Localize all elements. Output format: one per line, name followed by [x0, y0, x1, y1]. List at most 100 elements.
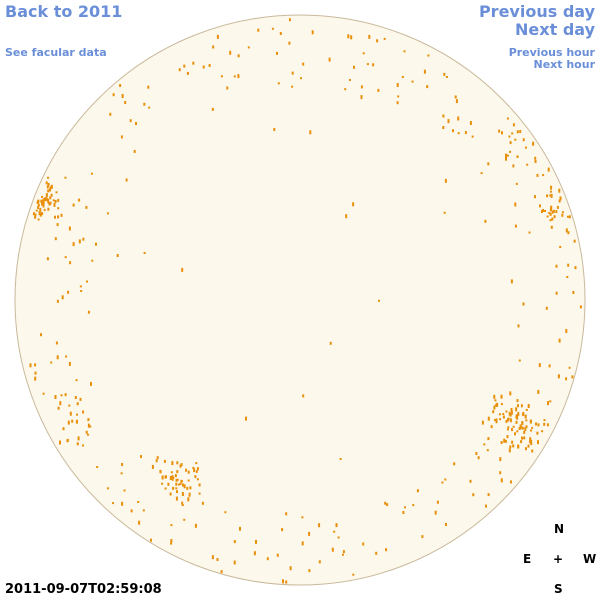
facula-speck [226, 86, 229, 90]
facula-speck [441, 481, 444, 484]
facula-speck [522, 302, 525, 306]
facula-speck [494, 399, 497, 402]
facula-speck [568, 366, 571, 369]
facula-speck [525, 425, 528, 429]
facula-speck [171, 478, 174, 481]
facula-speck [500, 441, 503, 444]
facula-speck [112, 502, 114, 505]
facula-speck [565, 329, 568, 333]
facula-speck [541, 430, 544, 433]
facula-speck [454, 95, 457, 99]
facula-speck [510, 279, 513, 284]
facula-speck [509, 445, 512, 449]
facula-speck [180, 479, 183, 483]
facula-speck [366, 63, 369, 66]
next-day-link[interactable]: Next day [515, 20, 595, 39]
facula-speck [41, 202, 43, 206]
facula-speck [559, 196, 562, 201]
facula-speck [121, 501, 124, 506]
facula-speck [192, 61, 195, 65]
facula-speck [282, 579, 284, 584]
facula-speck [506, 428, 509, 431]
facula-speck [245, 416, 247, 421]
facula-speck [176, 461, 179, 465]
facula-speck [164, 475, 167, 479]
facula-speck [538, 363, 541, 368]
facula-speck [106, 487, 109, 490]
facula-speck [170, 541, 173, 545]
faculae [29, 18, 582, 584]
facula-speck [493, 405, 496, 410]
facula-speck [291, 71, 294, 75]
facula-speck [512, 123, 515, 127]
facula-speck [37, 218, 40, 221]
facula-speck [54, 395, 57, 399]
facula-speck [436, 500, 439, 504]
facula-speck [172, 486, 175, 490]
facula-speck [62, 427, 65, 431]
facula-speck [487, 493, 490, 497]
facula-speck [525, 146, 527, 149]
facula-speck [352, 573, 355, 576]
facula-speck [333, 530, 336, 533]
facula-speck [169, 492, 172, 496]
previous-hour-link[interactable]: Previous hour [508, 46, 595, 59]
facula-speck [566, 276, 569, 278]
facula-speck [511, 428, 513, 432]
facula-speck [568, 215, 571, 219]
facula-speck [347, 34, 350, 39]
back-link[interactable]: Back to 2011 [5, 2, 123, 21]
facula-speck [514, 224, 517, 228]
facula-speck [549, 190, 552, 193]
facula-speck [302, 394, 305, 398]
facula-speck [276, 51, 278, 55]
facula-speck [526, 163, 529, 166]
facula-speck [187, 479, 190, 482]
previous-day-link[interactable]: Previous day [478, 2, 595, 21]
facula-speck [75, 419, 78, 424]
facula-speck [50, 361, 53, 364]
facula-speck [35, 209, 38, 212]
facula-speck [348, 79, 351, 81]
facula-speck [56, 299, 59, 303]
facula-speck [516, 430, 519, 433]
facula-speck [487, 416, 490, 421]
facula-speck [67, 290, 70, 294]
facula-speck [524, 414, 527, 419]
facula-speck [57, 198, 60, 202]
facula-speck [176, 470, 179, 474]
facula-speck [195, 462, 198, 465]
facula-speck [82, 410, 85, 414]
facula-speck [72, 203, 75, 207]
next-hour-link[interactable]: Next hour [533, 58, 596, 71]
facula-speck [266, 557, 269, 561]
facula-speck [151, 464, 154, 469]
facula-speck [551, 217, 554, 221]
facula-speck [552, 209, 555, 213]
facula-speck [510, 408, 513, 411]
facula-speck [550, 225, 553, 229]
facula-speck [85, 430, 88, 434]
facula-speck [285, 580, 288, 584]
facula-speck [511, 440, 514, 444]
facula-speck [96, 466, 99, 468]
facula-speck [233, 540, 236, 544]
facula-speck [34, 213, 37, 217]
facula-speck [396, 83, 399, 87]
facula-speck [161, 475, 164, 480]
facula-speck [507, 426, 510, 429]
facula-speck [557, 374, 560, 379]
facula-speck [512, 444, 515, 448]
facula-speck [189, 486, 192, 490]
facula-speck [444, 178, 447, 183]
facular-data-link[interactable]: See facular data [5, 46, 107, 59]
facula-speck [161, 482, 164, 485]
facula-speck [308, 569, 311, 573]
facula-speck [34, 215, 37, 219]
facula-speck [484, 219, 487, 223]
facula-speck [353, 65, 355, 69]
facula-speck [71, 419, 74, 423]
facula-speck [78, 198, 81, 202]
facula-speck [34, 371, 37, 375]
facula-speck [337, 536, 340, 539]
